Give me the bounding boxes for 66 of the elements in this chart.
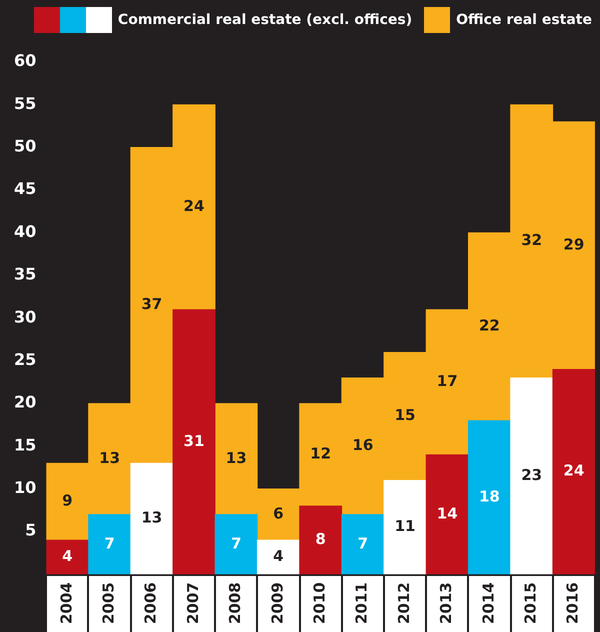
data-label: 13 bbox=[141, 508, 162, 527]
data-label: 6 bbox=[273, 504, 284, 522]
bar bbox=[172, 309, 216, 574]
data-label: 4 bbox=[273, 547, 284, 566]
x-tick-label: 2004 bbox=[57, 582, 76, 624]
data-label: 29 bbox=[563, 235, 584, 254]
data-label: 37 bbox=[141, 295, 162, 314]
x-tick-label: 2008 bbox=[226, 582, 244, 624]
y-tick-label: 55 bbox=[14, 94, 36, 113]
data-label: 7 bbox=[230, 534, 242, 552]
x-tick-label: 2015 bbox=[522, 582, 540, 624]
x-tick-label: 2016 bbox=[564, 582, 582, 624]
y-tick-label: 30 bbox=[14, 307, 36, 326]
data-label: 24 bbox=[184, 197, 204, 216]
bar bbox=[256, 540, 300, 574]
x-tick-label: 2014 bbox=[479, 582, 498, 624]
data-label: 31 bbox=[184, 432, 204, 450]
x-tick-label: 2005 bbox=[99, 582, 118, 624]
data-label: 13 bbox=[226, 448, 247, 467]
data-label: 4 bbox=[62, 547, 73, 566]
x-tick-label: 2010 bbox=[310, 582, 328, 624]
x-tick-label: 2006 bbox=[142, 582, 160, 624]
data-label: 9 bbox=[62, 492, 73, 510]
bar bbox=[88, 514, 132, 574]
data-label: 13 bbox=[99, 448, 120, 467]
data-label: 23 bbox=[521, 466, 542, 484]
bar bbox=[510, 378, 554, 574]
x-tick-label: 2011 bbox=[352, 582, 371, 624]
bar bbox=[299, 506, 342, 574]
y-tick-label: 15 bbox=[14, 435, 36, 454]
bar bbox=[552, 369, 595, 574]
y-tick-label: 60 bbox=[14, 51, 36, 70]
y-tick-label: 35 bbox=[14, 264, 36, 284]
data-label: 14 bbox=[436, 504, 458, 522]
y-tick-label: 40 bbox=[14, 222, 36, 241]
bar bbox=[130, 462, 174, 574]
x-tick-label: 2013 bbox=[437, 582, 456, 624]
y-tick-label: 45 bbox=[14, 179, 36, 198]
data-label: 7 bbox=[104, 534, 115, 552]
x-tick-label: 2009 bbox=[268, 582, 286, 624]
y-tick-label: 25 bbox=[14, 350, 36, 369]
data-label: 32 bbox=[521, 231, 542, 250]
y-tick-label: 50 bbox=[14, 136, 36, 156]
data-label: 8 bbox=[315, 530, 326, 548]
y-tick-label: 10 bbox=[14, 478, 36, 498]
y-tick-label: 20 bbox=[14, 392, 36, 412]
x-tick-label: 2007 bbox=[184, 582, 202, 624]
y-tick-label: 5 bbox=[25, 520, 36, 540]
bar bbox=[341, 514, 384, 574]
legend-label: Office real estate bbox=[456, 12, 592, 28]
bar bbox=[46, 540, 89, 574]
bar bbox=[214, 514, 258, 574]
data-label: 24 bbox=[563, 462, 584, 480]
data-label: 15 bbox=[394, 406, 416, 424]
bar bbox=[384, 480, 426, 574]
data-label: 11 bbox=[394, 517, 416, 536]
data-label: 12 bbox=[310, 444, 332, 463]
data-label: 22 bbox=[478, 316, 500, 335]
bar bbox=[426, 454, 469, 574]
legend-label: Commercial real estate (excl. offices) bbox=[118, 12, 412, 28]
x-tick-label: 2012 bbox=[394, 582, 413, 624]
bar bbox=[468, 420, 511, 574]
data-label: 17 bbox=[436, 372, 458, 390]
data-label: 18 bbox=[478, 487, 500, 506]
data-label: 16 bbox=[352, 436, 374, 454]
data-label: 7 bbox=[358, 534, 368, 552]
